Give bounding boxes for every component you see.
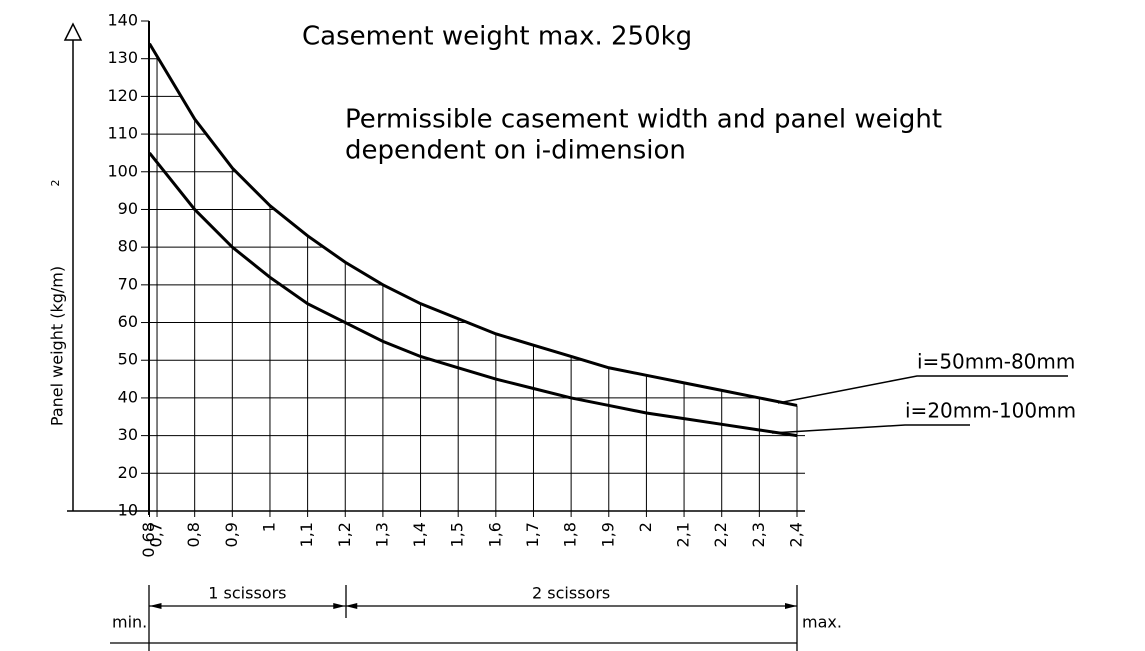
chart-title: Casement weight max. 250kg [302, 22, 692, 52]
max-label: max. [802, 613, 842, 632]
x-tick-label: 1,4 [410, 522, 429, 547]
x-tick-label: 0,7 [147, 522, 166, 547]
y-tick-label: 110 [107, 124, 138, 143]
series-line [148, 151, 798, 438]
x-tick-label: 1,5 [448, 522, 467, 547]
range-arrow [345, 603, 358, 609]
y-tick-label: 20 [118, 463, 138, 482]
x-tick-label: 2,3 [749, 522, 768, 547]
y-tick-label: 10 [118, 501, 138, 520]
y-tick-label: 130 [107, 48, 138, 67]
axis-arrow [63, 22, 149, 512]
chart-subtitle: dependent on i-dimension [345, 136, 686, 166]
legend-leader [777, 375, 1068, 404]
x-tick-label: 1,6 [485, 522, 504, 547]
y-tick-label: 140 [107, 11, 138, 30]
x-tick-label: 0,8 [184, 522, 203, 547]
y-tick-label: 60 [118, 312, 138, 331]
y-tick-label: 80 [118, 237, 138, 256]
legend-leader [771, 424, 970, 434]
y-axis-label-exponent: 2 [49, 180, 62, 187]
range-label: 2 scissors [532, 584, 610, 603]
legend-label: i=50mm-80mm [917, 350, 1075, 374]
x-tick-label: 2,4 [787, 522, 806, 547]
x-tick-label: 1,2 [335, 522, 354, 547]
range-arrow [149, 603, 162, 609]
series-line [148, 42, 798, 407]
x-tick-label: 1,8 [561, 522, 580, 547]
grid [149, 43, 805, 511]
x-tick-label: 1 [259, 522, 278, 532]
x-tick-label: 2,1 [674, 522, 693, 547]
x-tick-label: 2 [636, 522, 655, 532]
min-label: min. [112, 613, 147, 632]
x-tick-label: 1,1 [297, 522, 316, 547]
y-tick-label: 70 [118, 274, 138, 293]
x-tick-label: 1,3 [372, 522, 391, 547]
range-label: 1 scissors [208, 584, 286, 603]
y-tick-label: 30 [118, 425, 138, 444]
x-tick-label: 1,7 [523, 522, 542, 547]
x-tick-label: 1,9 [598, 522, 617, 547]
y-axis-label: Panel weight (kg/m) [48, 266, 67, 426]
x-tick-label: 0,68 [139, 522, 158, 558]
y-tick-label: 100 [107, 161, 138, 180]
y-tick-label: 90 [118, 199, 138, 218]
range-arrow [785, 603, 797, 609]
legend-label: i=20mm-100mm [905, 399, 1076, 423]
y-tick-label: 120 [107, 86, 138, 105]
y-tick-label: 50 [118, 350, 138, 369]
y-tick-label: 40 [118, 387, 138, 406]
dimension-lines [110, 585, 798, 651]
x-tick-label: 0,9 [222, 522, 241, 547]
range-arrow [333, 603, 346, 609]
x-tick-label: 2,2 [711, 522, 730, 547]
chart-subtitle: Permissible casement width and panel wei… [345, 105, 942, 135]
